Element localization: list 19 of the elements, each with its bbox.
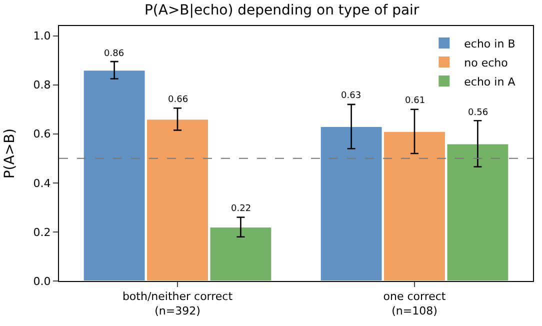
legend-label: no echo <box>464 56 508 70</box>
chart-title: P(A>B|echo) depending on type of pair <box>144 2 420 19</box>
legend-label: echo in A <box>464 75 516 88</box>
y-axis-title: P(A>B) <box>2 128 18 179</box>
data-label: 0.22 <box>231 204 252 214</box>
y-tick-label: 0.4 <box>33 176 51 190</box>
data-label: 0.61 <box>405 96 426 106</box>
y-tick-label: 0.8 <box>33 78 51 92</box>
data-label: 0.66 <box>168 95 188 105</box>
y-tick-label: 0.2 <box>33 226 51 239</box>
x-tick-label: one correct (n=108) <box>383 290 446 318</box>
data-label: 0.56 <box>468 108 488 118</box>
data-label: 0.86 <box>104 49 124 59</box>
y-tick-label: 0.0 <box>33 274 51 288</box>
data-label: 0.63 <box>341 91 362 101</box>
x-tick-label: both/neither correct (n=392) <box>122 290 234 318</box>
legend-label: echo in B <box>464 37 516 50</box>
y-tick-label: 1.0 <box>33 30 51 43</box>
y-tick-label: 0.6 <box>33 128 51 141</box>
